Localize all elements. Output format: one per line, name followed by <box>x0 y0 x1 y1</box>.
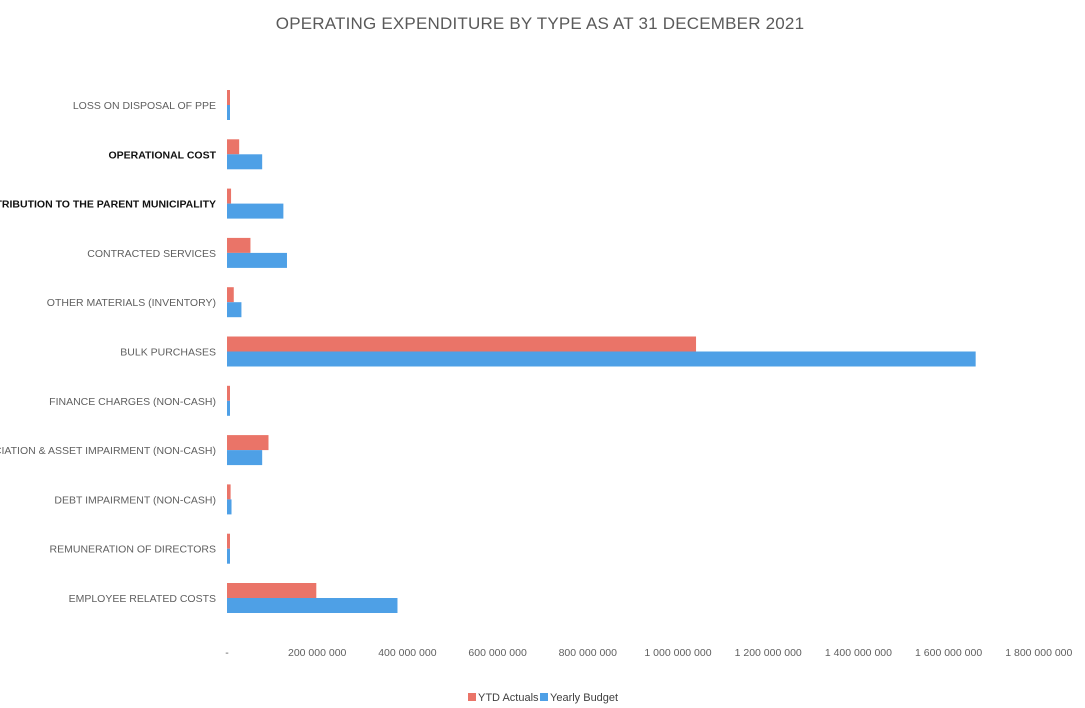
x-tick-label: 1 600 000 000 <box>915 647 982 659</box>
category-label-contribution-to-the-parent-municipality: CONTRIBUTION TO THE PARENT MUNICIPALITY <box>0 199 216 211</box>
category-label-operational-cost: OPERATIONAL COST <box>108 149 216 161</box>
category-label-depreciation-asset-impairment-non-cash: DEPRECIATION & ASSET IMPAIRMENT (NON-CAS… <box>0 445 216 457</box>
category-label-finance-charges-non-cash: FINANCE CHARGES (NON-CASH) <box>49 396 216 408</box>
category-label-contracted-services: CONTRACTED SERVICES <box>87 248 216 260</box>
bar-ytd-actuals-debt-impairment-non-cash <box>227 484 231 500</box>
category-label-remuneration-of-directors: REMUNERATION OF DIRECTORS <box>50 544 216 556</box>
bar-yearly-budget-contribution-to-the-parent-municipality <box>227 203 284 219</box>
bar-ytd-actuals-bulk-purchases <box>227 336 697 352</box>
category-label-debt-impairment-non-cash: DEBT IMPAIRMENT (NON-CASH) <box>54 494 216 506</box>
category-label-loss-on-disposal-of-ppe: LOSS ON DISPOSAL OF PPE <box>73 100 216 112</box>
x-tick-label: 600 000 000 <box>468 647 527 659</box>
x-tick-label: 1 200 000 000 <box>735 647 802 659</box>
x-axis-ticks: - 200 000 000 400 000 000 600 000 000 800 00… <box>225 647 1072 659</box>
bar-ytd-actuals-loss-on-disposal-of-ppe <box>227 90 230 105</box>
x-tick-label: 1 000 000 000 <box>644 647 711 659</box>
bar-ytd-actuals-contracted-services <box>227 237 251 253</box>
bar-ytd-actuals-remuneration-of-directors <box>227 533 230 549</box>
bar-yearly-budget-employee-related-costs <box>227 598 398 613</box>
legend-swatch-ytd-actuals <box>468 693 476 701</box>
x-tick-label: - <box>225 647 229 659</box>
bar-ytd-actuals-operational-cost <box>227 139 240 155</box>
bar-yearly-budget-other-materials-inventory <box>227 302 242 318</box>
chart-title: OPERATING EXPENDITURE BY TYPE AS AT 31 D… <box>276 14 804 33</box>
legend-label-yearly-budget: Yearly Budget <box>550 692 618 704</box>
x-tick-label: 400 000 000 <box>378 647 437 659</box>
bar-yearly-budget-bulk-purchases <box>227 351 976 367</box>
x-tick-label: 1 400 000 000 <box>825 647 892 659</box>
bars <box>227 90 976 613</box>
bar-ytd-actuals-finance-charges-non-cash <box>227 385 230 401</box>
x-tick-label: 1 800 000 000 <box>1005 647 1072 659</box>
bar-ytd-actuals-depreciation-asset-impairment-non-cash <box>227 435 269 451</box>
bar-yearly-budget-contracted-services <box>227 252 287 268</box>
bar-yearly-budget-finance-charges-non-cash <box>227 400 230 416</box>
category-label-other-materials-inventory: OTHER MATERIALS (INVENTORY) <box>47 297 216 309</box>
bar-yearly-budget-operational-cost <box>227 154 263 170</box>
bar-ytd-actuals-other-materials-inventory <box>227 287 234 303</box>
category-label-employee-related-costs: EMPLOYEE RELATED COSTS <box>69 593 216 605</box>
legend-swatch-yearly-budget <box>540 693 548 701</box>
bar-yearly-budget-remuneration-of-directors <box>227 548 230 564</box>
bar-yearly-budget-debt-impairment-non-cash <box>227 499 232 515</box>
x-tick-label: 200 000 000 <box>288 647 347 659</box>
category-label-bulk-purchases: BULK PURCHASES <box>120 347 216 359</box>
x-tick-label: 800 000 000 <box>559 647 618 659</box>
bar-yearly-budget-loss-on-disposal-of-ppe <box>227 105 230 120</box>
legend: YTD Actuals Yearly Budget <box>468 692 618 704</box>
bar-ytd-actuals-employee-related-costs <box>227 583 317 598</box>
legend-label-ytd-actuals: YTD Actuals <box>478 692 539 704</box>
category-labels: LOSS ON DISPOSAL OF PPE OPERATIONAL COST C… <box>0 100 217 605</box>
bar-ytd-actuals-contribution-to-the-parent-municipality <box>227 188 232 204</box>
bar-yearly-budget-depreciation-asset-impairment-non-cash <box>227 450 263 466</box>
